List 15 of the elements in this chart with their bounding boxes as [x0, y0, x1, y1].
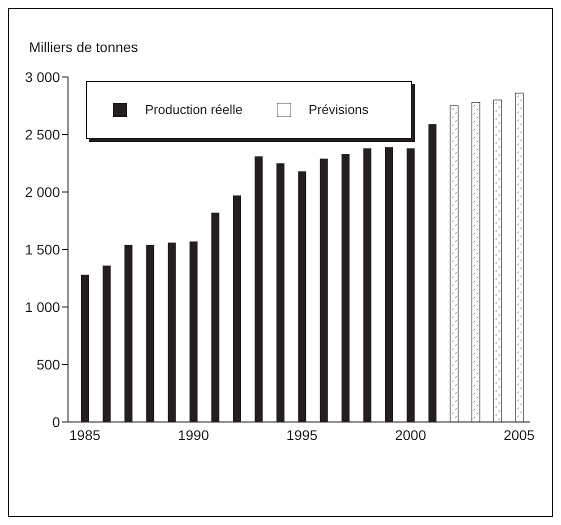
- x-tick-label: 2000: [394, 426, 426, 443]
- legend-label: Production réelle: [145, 102, 243, 117]
- legend-label: Prévisions: [308, 102, 369, 117]
- y-tick-label: 0: [52, 414, 60, 430]
- x-tick-label: 1995: [286, 426, 318, 443]
- y-tick-label: 3 000: [24, 68, 60, 85]
- x-tick-label: 2005: [504, 426, 535, 443]
- y-tick-label: 1 000: [24, 298, 60, 315]
- y-tick-label: 2 500: [24, 126, 60, 142]
- y-axis-title: Milliers de tonnes: [29, 39, 138, 55]
- y-tick-label: 1 500: [24, 241, 60, 258]
- x-tick-label: 1990: [178, 426, 210, 443]
- y-tick-label: 2 000: [24, 184, 60, 200]
- y-tick-label: 500: [36, 356, 60, 372]
- x-tick-label: 1985: [69, 426, 101, 443]
